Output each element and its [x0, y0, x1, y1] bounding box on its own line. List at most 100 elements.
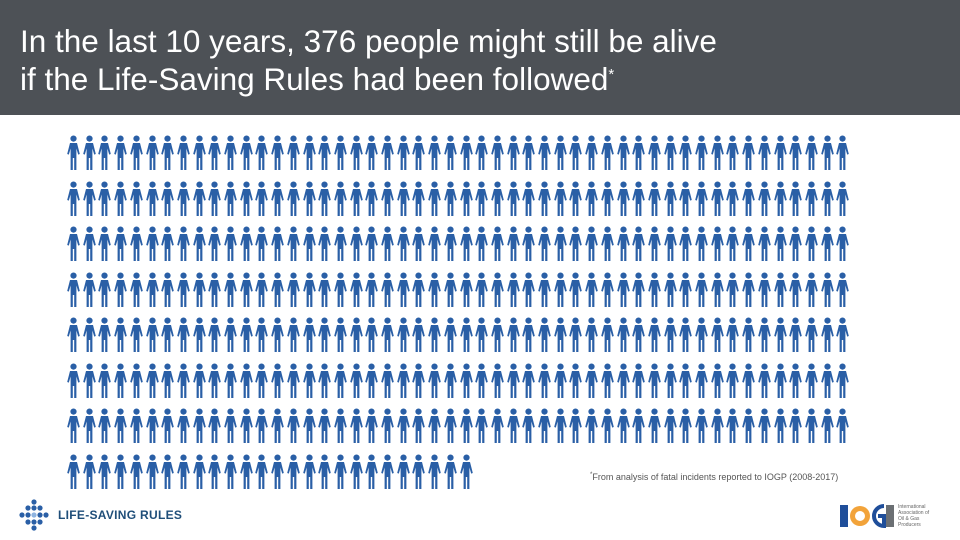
- person-icon: [302, 408, 316, 443]
- person-icon: [365, 408, 379, 443]
- person-icon: [648, 317, 661, 352]
- person-icon: [334, 226, 347, 261]
- person-icon: [695, 181, 708, 216]
- person-icon: [365, 181, 379, 216]
- person-icon: [82, 181, 96, 216]
- person-icon: [381, 317, 394, 352]
- person-icon: [632, 317, 645, 352]
- dot-diamond-logo-icon: [19, 499, 49, 531]
- person-icon: [98, 226, 112, 261]
- person-icon: [805, 226, 818, 261]
- person-icon: [569, 363, 583, 398]
- person-icon: [632, 181, 645, 216]
- person-icon: [224, 181, 237, 216]
- person-icon: [208, 454, 222, 489]
- person-icon: [538, 408, 551, 443]
- person-icon: [129, 317, 143, 352]
- person-icon: [239, 272, 253, 307]
- person-icon: [710, 226, 724, 261]
- person-icon: [161, 181, 174, 216]
- person-icon: [695, 317, 708, 352]
- person-icon: [443, 272, 457, 307]
- person-icon: [726, 135, 740, 170]
- person-icon: [632, 272, 645, 307]
- person-icon: [318, 363, 331, 398]
- person-icon: [177, 408, 190, 443]
- person-icon: [192, 317, 206, 352]
- person-icon: [522, 408, 536, 443]
- person-icon: [616, 272, 630, 307]
- person-icon: [114, 317, 127, 352]
- person-icon: [773, 135, 787, 170]
- person-icon: [443, 226, 457, 261]
- person-icon: [585, 408, 598, 443]
- person-icon: [538, 272, 551, 307]
- person-icon: [600, 272, 614, 307]
- person-icon: [475, 408, 488, 443]
- person-icon: [726, 317, 740, 352]
- person-icon: [271, 317, 284, 352]
- person-icon: [192, 363, 206, 398]
- person-icon: [286, 181, 300, 216]
- person-icon: [443, 408, 457, 443]
- person-icon: [82, 135, 96, 170]
- person-icon: [616, 181, 630, 216]
- person-icon: [177, 454, 190, 489]
- title-line-2-text: if the Life-Saving Rules had been follow…: [20, 61, 609, 97]
- person-icon: [836, 317, 850, 352]
- person-icon: [161, 135, 174, 170]
- person-icon: [114, 408, 127, 443]
- person-icon: [648, 408, 661, 443]
- person-icon: [820, 226, 834, 261]
- person-icon: [145, 317, 159, 352]
- person-icon: [318, 226, 331, 261]
- person-icon: [506, 363, 520, 398]
- person-icon: [412, 317, 426, 352]
- person-icon: [836, 272, 850, 307]
- person-icon: [600, 317, 614, 352]
- person-icon: [522, 181, 536, 216]
- person-icon: [428, 408, 441, 443]
- person-icon: [600, 363, 614, 398]
- person-icon: [569, 272, 583, 307]
- person-icon: [349, 454, 363, 489]
- person-icon: [255, 408, 269, 443]
- person-icon: [286, 272, 300, 307]
- person-icon: [491, 135, 504, 170]
- person-icon: [585, 317, 598, 352]
- person-icon: [192, 272, 206, 307]
- person-icon: [428, 181, 441, 216]
- person-icon: [224, 408, 237, 443]
- person-icon: [365, 317, 379, 352]
- person-icon: [177, 317, 190, 352]
- person-icon: [161, 272, 174, 307]
- person-icon: [224, 272, 237, 307]
- person-icon: [161, 363, 174, 398]
- person-icon: [789, 408, 802, 443]
- person-icon: [569, 226, 583, 261]
- person-icon: [365, 454, 379, 489]
- person-icon: [742, 135, 755, 170]
- person-icon: [695, 135, 708, 170]
- person-icon: [632, 226, 645, 261]
- person-icon: [757, 272, 771, 307]
- person-icon: [302, 317, 316, 352]
- person-icon: [459, 226, 473, 261]
- person-icon: [428, 363, 441, 398]
- person-icon: [67, 454, 80, 489]
- person-icon: [271, 226, 284, 261]
- person-icon: [632, 408, 645, 443]
- person-icon: [82, 272, 96, 307]
- person-icon: [334, 181, 347, 216]
- person-icon: [161, 454, 174, 489]
- person-icon: [161, 317, 174, 352]
- person-icon: [491, 408, 504, 443]
- person-icon: [208, 408, 222, 443]
- person-icon: [569, 317, 583, 352]
- person-icon: [255, 226, 269, 261]
- person-icon: [757, 408, 771, 443]
- person-icon: [773, 181, 787, 216]
- person-icon: [365, 363, 379, 398]
- person-icon: [412, 272, 426, 307]
- person-icon: [381, 226, 394, 261]
